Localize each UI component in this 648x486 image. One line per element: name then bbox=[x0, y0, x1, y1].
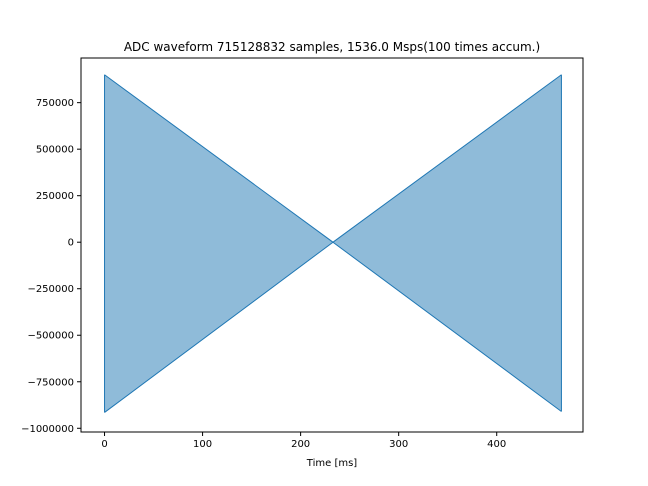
y-tick-label: −750000 bbox=[27, 377, 74, 388]
plot-frame bbox=[80, 57, 584, 433]
y-tick-label: 0 bbox=[68, 238, 74, 249]
y-tick-label: −250000 bbox=[27, 284, 74, 295]
x-axis: 0 100 200 300 400 bbox=[101, 432, 506, 450]
plot-area bbox=[104, 74, 562, 413]
x-tick-label: 300 bbox=[389, 439, 408, 450]
x-tick-label: 200 bbox=[291, 439, 310, 450]
x-tick-label: 0 bbox=[101, 439, 107, 450]
y-tick-label: 500000 bbox=[36, 145, 74, 156]
chart-title: ADC waveform 715128832 samples, 1536.0 M… bbox=[124, 40, 540, 54]
series-0-fill bbox=[104, 74, 562, 413]
y-tick-label: −500000 bbox=[27, 331, 74, 342]
x-tick-label: 100 bbox=[193, 439, 212, 450]
y-tick-label: 250000 bbox=[36, 191, 74, 202]
x-tick-label: 400 bbox=[487, 439, 506, 450]
x-axis-title: Time [ms] bbox=[306, 458, 358, 469]
y-tick-label: −1000000 bbox=[21, 424, 74, 435]
series-0-lower-line bbox=[104, 241, 562, 413]
y-tick-label: 750000 bbox=[36, 98, 74, 109]
y-axis: 750000 500000 250000 0 −250000 −500000 −750000… bbox=[21, 98, 81, 435]
